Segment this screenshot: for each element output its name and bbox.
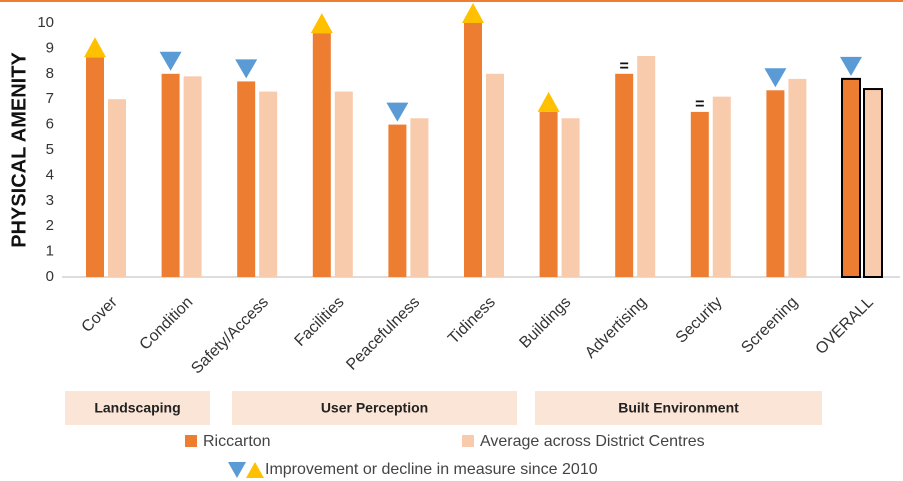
bar [237,81,256,277]
bar [615,73,634,277]
change-down [235,59,258,79]
y-tick-label: 8 [46,65,54,82]
y-tick-label: 10 [37,14,54,31]
x-tick-label: Safety/Access [188,294,272,378]
legend-label: Riccarton [203,433,271,450]
change-down [159,51,182,71]
group-label: Landscaping [94,400,180,416]
legend-up [246,462,264,478]
bar [712,96,731,277]
bar [86,57,104,277]
bar [690,111,709,278]
group-band [232,391,517,425]
group-label: User Perception [321,400,428,416]
group-label: Built Environment [618,400,739,416]
x-tick-label: Buildings [516,294,574,352]
bar [539,111,558,278]
bar [388,124,407,277]
bar [464,23,482,277]
bar [312,33,331,277]
change-up [310,13,333,34]
y-tick-label: 5 [46,141,54,158]
x-tick-label: Security [673,294,726,347]
x-tick-label: Advertising [582,294,650,362]
change-up [462,3,484,23]
change-up [84,37,106,58]
bar [637,56,656,277]
y-tick-label: 4 [46,166,54,183]
x-tick-label: Screening [738,294,801,357]
x-tick-label: Condition [137,294,197,354]
change-down [840,56,862,76]
y-tick-label: 0 [46,268,54,285]
change-label: = [620,58,629,75]
bar [863,88,883,279]
y-axis-label: PHYSICAL AMENITY [8,52,30,248]
legend-swatch [185,435,197,447]
bar [486,73,504,277]
bar [410,118,429,277]
y-tick-label: 9 [46,39,54,56]
y-tick-label: 2 [46,217,54,234]
bar [788,78,807,277]
bar [841,77,861,278]
bar [334,91,353,277]
group-band [65,391,210,425]
y-tick-label: 3 [46,192,54,209]
legend-swatch [462,435,474,447]
bar [561,118,580,277]
change-up [537,91,560,112]
legend-label: Average across District Centres [480,433,705,450]
y-tick-label: 7 [46,90,54,107]
x-tick-label: Facilities [292,294,348,350]
bar [766,90,785,277]
group-band [535,391,822,425]
x-tick-label: OVERALL [813,294,877,358]
change-legend: Improvement or decline in measure since … [265,461,598,478]
change-down [764,68,787,88]
y-tick-label: 6 [46,116,54,133]
legend-down [228,462,246,478]
change-label: = [695,96,704,113]
bar [108,99,126,277]
y-tick-label: 1 [46,243,54,260]
bar [183,76,202,277]
bar [161,73,180,277]
bar [259,91,278,277]
x-tick-label: Tidiness [445,294,499,348]
x-tick-label: Cover [79,293,122,336]
x-tick-label: Peacefulness [343,294,423,374]
change-down [386,102,409,122]
